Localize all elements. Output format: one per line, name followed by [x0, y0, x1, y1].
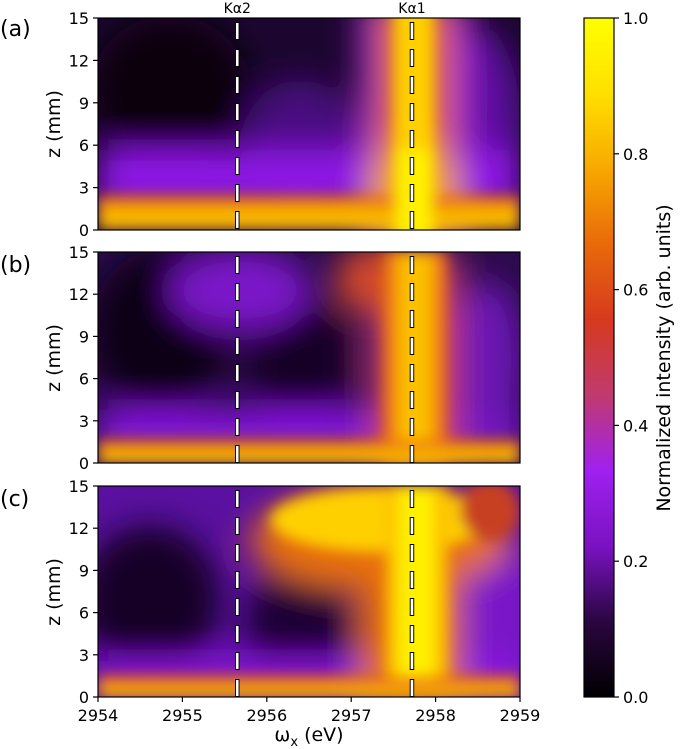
y-tick-label-b-15: 15	[69, 243, 89, 262]
colorbar-ticks: 0.0 0.2 0.4 0.6 0.8 1.0	[614, 9, 648, 707]
y-tick-label-c-6: 6	[79, 604, 89, 623]
x-tick-label-2956: 2956	[246, 706, 287, 725]
y-axis-label-b: z (mm)	[43, 324, 65, 392]
y-tick-label-b-9: 9	[79, 327, 89, 346]
colorbar-tick-label-0: 0.0	[623, 688, 648, 707]
y-tick-label-c-3: 3	[79, 646, 89, 665]
y-tick-label-c-9: 9	[79, 561, 89, 580]
panel-label-a: (a)	[0, 17, 31, 42]
reference-lines: Kα2 Kα1	[224, 1, 426, 697]
x-axis: 2954 2955 2956 2957 2958 2959	[78, 697, 541, 725]
y-tick-label-a-15: 15	[69, 9, 89, 28]
panel-label-c: (c)	[0, 487, 29, 512]
colorbar-tick-label-1: 0.2	[623, 552, 648, 571]
y-tick-label-b-6: 6	[79, 370, 89, 389]
ref-line-label-1: Kα1	[398, 1, 425, 17]
colorbar-tick-label-4: 0.8	[623, 145, 648, 164]
y-tick-label-c-0: 0	[79, 688, 89, 707]
x-tick-label-2954: 2954	[78, 706, 119, 725]
x-tick-label-2957: 2957	[331, 706, 372, 725]
y-tick-label-a-0: 0	[79, 221, 89, 240]
y-tick-label-a-6: 6	[79, 136, 89, 155]
panel-b: 0 3 6 9 12 15 (b) z (mm)	[0, 243, 521, 473]
x-tick-label-2958: 2958	[415, 706, 456, 725]
x-tick-label-2955: 2955	[162, 706, 203, 725]
colorbar-bar	[583, 17, 615, 698]
y-tick-label-b-3: 3	[79, 412, 89, 431]
x-tick-label-2959: 2959	[500, 706, 541, 725]
y-tick-label-a-12: 12	[69, 51, 89, 70]
x-axis-label: ωx (eV)	[274, 724, 343, 749]
y-tick-label-b-0: 0	[79, 454, 89, 473]
y-tick-label-a-3: 3	[79, 179, 89, 198]
panel-c: 0 3 6 9 12 15 (c) z (mm)	[0, 477, 521, 707]
y-axis-label-c: z (mm)	[43, 558, 65, 626]
colorbar-tick-label-5: 1.0	[623, 9, 648, 28]
panel-a: 0 3 6 9 12 15 (a) z (mm)	[0, 9, 521, 240]
heatmap-a	[98, 18, 520, 230]
y-tick-label-c-12: 12	[69, 519, 89, 538]
colorbar-label: Normalized intensity (arb. units)	[653, 204, 675, 511]
heatmap-b	[98, 252, 520, 463]
colorbar-tick-label-2: 0.4	[623, 416, 648, 435]
heatmap-c	[98, 486, 520, 697]
colorbar: 0.0 0.2 0.4 0.6 0.8 1.0 Normalized intensity …	[583, 9, 675, 707]
y-tick-label-a-9: 9	[79, 94, 89, 113]
ref-line-label-0: Kα2	[224, 1, 251, 17]
colorbar-tick-label-3: 0.6	[623, 281, 648, 300]
y-tick-label-b-12: 12	[69, 285, 89, 304]
panel-label-b: (b)	[0, 253, 31, 278]
y-tick-label-c-15: 15	[69, 477, 89, 496]
y-axis-label-a: z (mm)	[43, 90, 65, 158]
